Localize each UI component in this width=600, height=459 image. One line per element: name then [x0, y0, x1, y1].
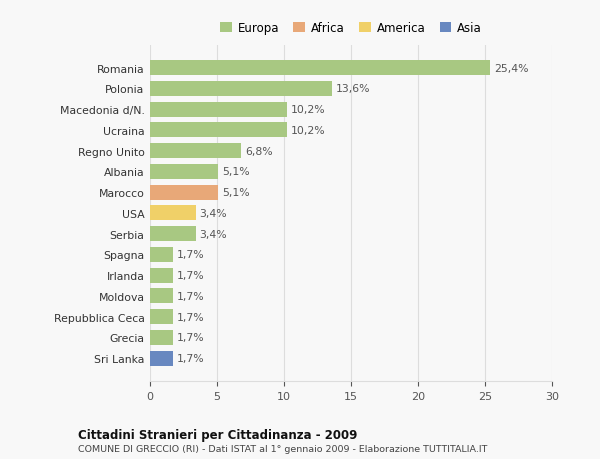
Text: 5,1%: 5,1% — [223, 167, 250, 177]
Text: 1,7%: 1,7% — [177, 353, 205, 363]
Text: COMUNE DI GRECCIO (RI) - Dati ISTAT al 1° gennaio 2009 - Elaborazione TUTTITALIA: COMUNE DI GRECCIO (RI) - Dati ISTAT al 1… — [78, 444, 487, 453]
Text: 5,1%: 5,1% — [223, 188, 250, 198]
Text: 1,7%: 1,7% — [177, 270, 205, 280]
Text: 25,4%: 25,4% — [494, 64, 529, 73]
Bar — [150, 247, 173, 262]
Bar — [150, 61, 490, 76]
Bar — [150, 268, 173, 283]
Bar — [150, 351, 173, 366]
Bar — [150, 309, 173, 325]
Text: 3,4%: 3,4% — [200, 229, 227, 239]
Bar — [150, 102, 287, 118]
Text: 13,6%: 13,6% — [336, 84, 371, 94]
Text: Cittadini Stranieri per Cittadinanza - 2009: Cittadini Stranieri per Cittadinanza - 2… — [78, 428, 358, 441]
Legend: Europa, Africa, America, Asia: Europa, Africa, America, Asia — [217, 18, 485, 38]
Text: 1,7%: 1,7% — [177, 250, 205, 260]
Bar — [150, 165, 218, 179]
Bar — [150, 123, 287, 138]
Bar — [150, 144, 241, 159]
Text: 1,7%: 1,7% — [177, 312, 205, 322]
Bar — [150, 185, 218, 200]
Text: 10,2%: 10,2% — [291, 126, 325, 136]
Bar — [150, 227, 196, 241]
Bar — [150, 82, 332, 97]
Text: 6,8%: 6,8% — [245, 146, 273, 157]
Text: 10,2%: 10,2% — [291, 105, 325, 115]
Text: 3,4%: 3,4% — [200, 208, 227, 218]
Bar — [150, 206, 196, 221]
Bar — [150, 330, 173, 345]
Text: 1,7%: 1,7% — [177, 333, 205, 342]
Text: 1,7%: 1,7% — [177, 291, 205, 301]
Bar — [150, 289, 173, 304]
